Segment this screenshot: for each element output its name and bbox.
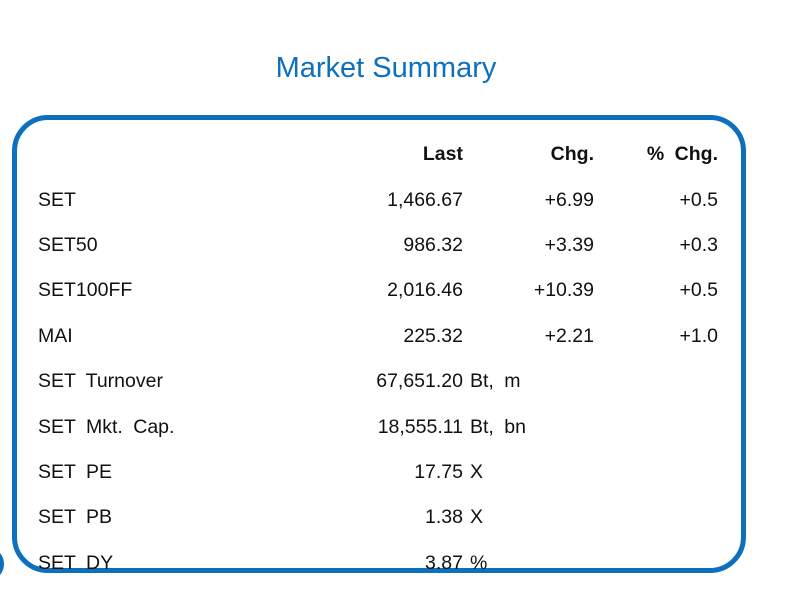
market-summary-panel: Last Chg. % Chg. SET 1,466.67 +6.99 +0.5…: [12, 115, 746, 574]
pct-chg-value: +0.5: [679, 279, 719, 302]
chg-value: +2.21: [544, 324, 594, 347]
row-label: SET Turnover: [38, 370, 163, 393]
table-row-set-dy: SET DY 3.87 %: [38, 541, 741, 586]
table-row-set-pb: SET PB 1.38 X: [38, 495, 741, 540]
last-unit: Bt, bn: [470, 415, 526, 438]
column-header-last: Last: [422, 143, 463, 166]
table-row-set-pe: SET PE 17.75 X: [38, 450, 741, 495]
chg-value: +10.39: [533, 279, 594, 302]
last-value: 225.32: [403, 324, 463, 347]
last-unit: X: [470, 460, 484, 483]
last-value: 18,555.11: [377, 415, 463, 438]
pct-chg-value: +0.3: [679, 233, 719, 256]
last-value: 67,651.20: [376, 370, 463, 393]
chg-value: +3.39: [544, 233, 594, 256]
last-unit: X: [470, 506, 484, 529]
table-header-row: Last Chg. % Chg.: [38, 132, 741, 177]
last-value: 17.75: [414, 460, 463, 483]
last-value: 3.87: [425, 551, 463, 574]
last-value: 1,466.67: [387, 188, 463, 211]
last-unit: %: [470, 551, 488, 574]
table-row-mai: MAI 225.32 +2.21 +1.0: [38, 314, 741, 359]
row-label: MAI: [38, 324, 73, 347]
last-value: 1.38: [425, 506, 463, 529]
table-row-set-turnover: SET Turnover 67,651.20 Bt, m: [38, 359, 741, 404]
table-row-set100ff: SET100FF 2,016.46 +10.39 +0.5: [38, 268, 741, 313]
row-label: SET: [38, 188, 76, 211]
last-unit: Bt, m: [470, 370, 521, 393]
row-label: SET Mkt. Cap.: [38, 415, 175, 438]
column-header-pct-chg: % Chg.: [646, 143, 718, 166]
table-row-set-mkt-cap: SET Mkt. Cap. 18,555.11 Bt, bn: [38, 404, 741, 449]
left-edge-logo-fragment-icon: [0, 547, 4, 581]
table-row-set50: SET50 986.32 +3.39 +0.3: [38, 223, 741, 268]
row-label: SET100FF: [38, 279, 133, 302]
pct-chg-value: +0.5: [679, 188, 719, 211]
row-label: SET PE: [38, 460, 113, 483]
row-label: SET PB: [38, 506, 113, 529]
page-title: Market Summary: [275, 52, 497, 84]
last-value: 986.32: [403, 233, 463, 256]
table-row-set: SET 1,466.67 +6.99 +0.5: [38, 177, 741, 222]
column-header-chg: Chg.: [550, 143, 594, 166]
last-value: 2,016.46: [387, 279, 463, 302]
row-label: SET50: [38, 233, 98, 256]
pct-chg-value: +1.0: [679, 324, 719, 347]
chg-value: +6.99: [544, 188, 594, 211]
market-summary-table: Last Chg. % Chg. SET 1,466.67 +6.99 +0.5…: [17, 120, 741, 586]
row-label: SET DY: [38, 551, 114, 574]
